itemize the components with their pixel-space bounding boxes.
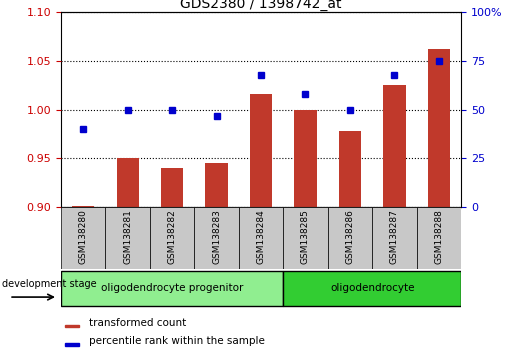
Text: GSM138281: GSM138281 [123, 209, 132, 264]
Bar [417, 207, 461, 269]
Text: percentile rank within the sample: percentile rank within the sample [89, 336, 265, 346]
Bar [150, 207, 195, 269]
Bar [61, 271, 283, 306]
Bar [328, 207, 372, 269]
Text: GSM138282: GSM138282 [167, 209, 176, 264]
Bar [428, 49, 450, 207]
Bar [250, 94, 272, 207]
Bar [65, 343, 79, 346]
Bar [283, 207, 328, 269]
Text: GSM138286: GSM138286 [346, 209, 355, 264]
Bar [372, 207, 417, 269]
Text: development stage: development stage [2, 279, 96, 289]
Bar [294, 110, 316, 207]
Text: GSM138288: GSM138288 [435, 209, 444, 264]
Bar [195, 207, 239, 269]
Text: GSM138284: GSM138284 [257, 209, 266, 264]
Bar [239, 207, 283, 269]
Text: oligodendrocyte: oligodendrocyte [330, 283, 414, 293]
Bar [61, 207, 105, 269]
Bar [161, 168, 183, 207]
Bar [283, 271, 461, 306]
Text: GSM138287: GSM138287 [390, 209, 399, 264]
Bar [65, 325, 79, 327]
Text: transformed count: transformed count [89, 318, 186, 328]
Bar [383, 85, 405, 207]
Bar [339, 131, 361, 207]
Bar [105, 207, 150, 269]
Text: oligodendrocyte progenitor: oligodendrocyte progenitor [101, 283, 243, 293]
Text: GSM138283: GSM138283 [212, 209, 221, 264]
Text: GSM138280: GSM138280 [78, 209, 87, 264]
Title: GDS2380 / 1398742_at: GDS2380 / 1398742_at [180, 0, 342, 11]
Text: GSM138285: GSM138285 [301, 209, 310, 264]
Bar [206, 163, 228, 207]
Bar [72, 206, 94, 207]
Bar [117, 159, 139, 207]
